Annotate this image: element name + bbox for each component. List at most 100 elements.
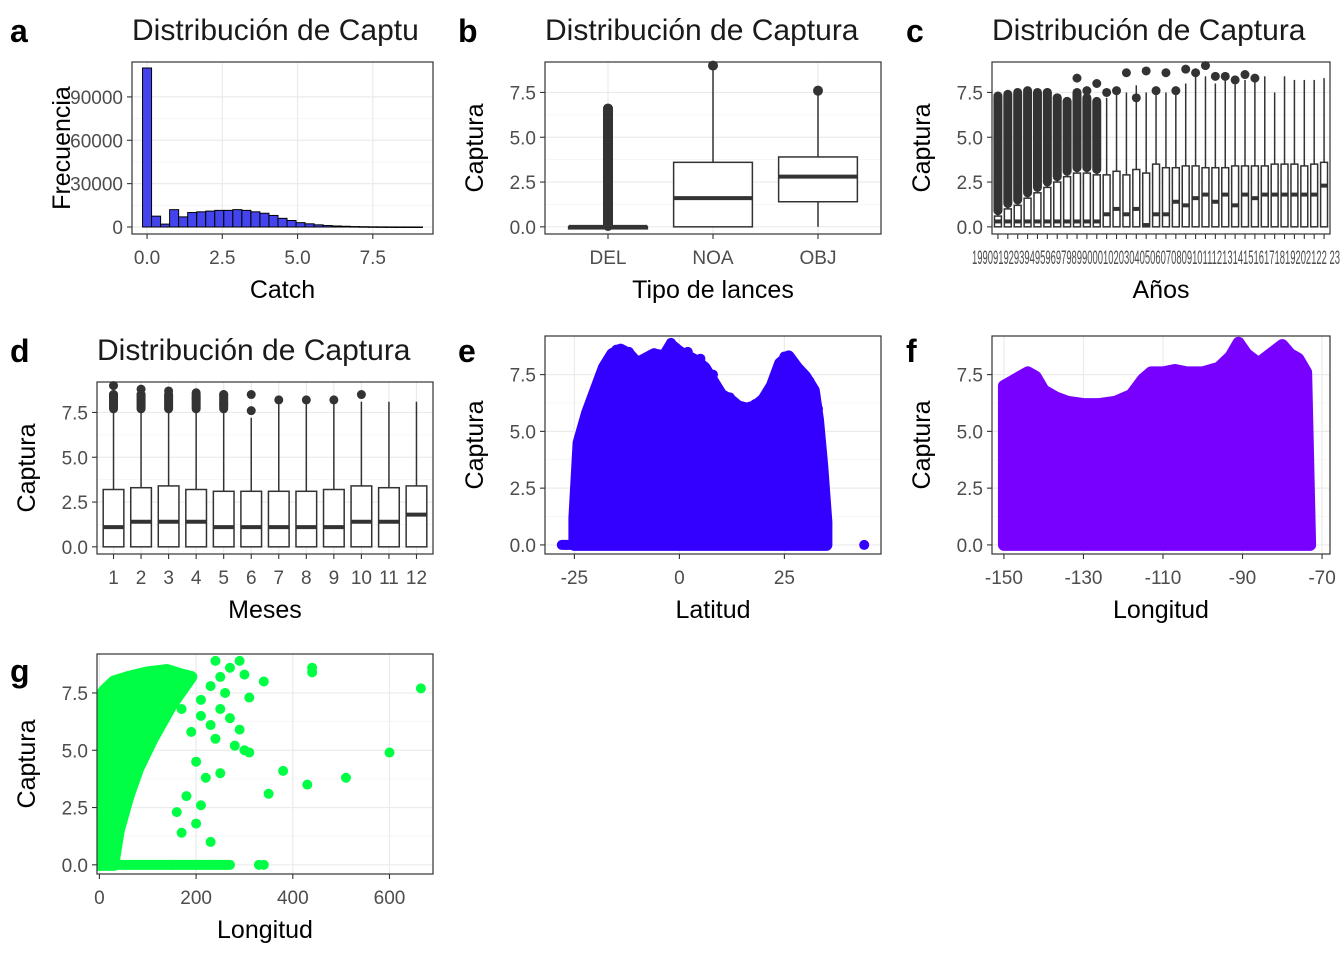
box-1991: [1003, 89, 1013, 228]
panel-label-c: c: [906, 13, 924, 49]
box: [672, 161, 754, 228]
bar: [169, 209, 180, 228]
data-point: [590, 392, 601, 403]
y-tick-label: 0.0: [510, 536, 536, 557]
panel-f: 0.0 2.5 5.0 7.5 Longitud Captura -150 -130 -110 -…: [908, 335, 1336, 624]
box-1990: [993, 91, 1003, 228]
outlier-point: [1220, 71, 1230, 81]
data-point: [200, 772, 211, 783]
box: [240, 490, 263, 548]
gridlines: [992, 91, 1330, 228]
data-point: [666, 337, 676, 348]
x-tick-label: -150: [985, 568, 1023, 589]
x-tick-label: DEL: [590, 248, 627, 269]
y-axis-title: Captura: [461, 103, 489, 192]
panel-b: 0.0 2.5 5.0 7.5 Distribución de Captura Tipo …: [461, 14, 882, 304]
x-tick-label: 2: [136, 568, 147, 589]
box: [322, 488, 345, 548]
data-point: [263, 788, 274, 799]
bar: [412, 226, 423, 228]
data-point: [278, 765, 289, 776]
x-tick-label: 9: [329, 568, 340, 589]
scatter-layer: [556, 337, 870, 551]
panel-label-b: b: [458, 13, 478, 49]
outlier-point: [329, 395, 339, 405]
bar: [385, 226, 396, 228]
y-tick-label: 2.5: [62, 493, 88, 514]
box: [1003, 208, 1013, 228]
data-point: [598, 362, 609, 373]
x-axis-title: Latitud: [675, 596, 750, 624]
data-point: [215, 671, 226, 682]
bar: [313, 224, 324, 228]
box-2004: [1131, 85, 1141, 228]
bar: [232, 209, 243, 228]
data-point: [640, 353, 651, 364]
box: [1319, 161, 1329, 228]
data-point: [415, 683, 426, 694]
data-point: [258, 676, 269, 687]
data-point: [244, 747, 255, 758]
outlier-point: [246, 406, 256, 416]
x-axis-title: Tipo de lances: [632, 276, 794, 304]
y-tick-label: 0.0: [510, 218, 536, 239]
data-point: [171, 807, 182, 818]
outlier-point: [1121, 68, 1131, 78]
box-1997: [1062, 96, 1072, 228]
x-tick-label: 11: [379, 568, 399, 589]
data-point: [611, 344, 622, 355]
data-point: [224, 713, 235, 724]
bar: [304, 223, 315, 228]
y-tick-label: 0.0: [62, 856, 88, 877]
bar: [367, 226, 378, 228]
y-tick-label: 5.0: [957, 422, 983, 443]
x-tick-label: 8: [301, 568, 312, 589]
y-tick-label: 60000: [70, 131, 123, 152]
chart-title: Distribución de Captu: [132, 14, 419, 47]
bar: [403, 226, 414, 228]
outlier-point: [1161, 68, 1171, 78]
outlier-point: [356, 390, 366, 400]
panel-border: [96, 653, 434, 875]
box: [1082, 172, 1092, 228]
box: [1102, 174, 1111, 228]
box: [1230, 165, 1240, 228]
bar: [196, 211, 207, 228]
panel-border: [991, 61, 1331, 235]
data-point: [573, 512, 584, 523]
data-point: [653, 349, 664, 360]
box-1994: [1032, 87, 1042, 228]
data-point: [224, 662, 235, 673]
x-tick-label: 7.5: [360, 248, 386, 269]
chart-title: Distribución de Captura: [545, 14, 859, 47]
x-tick-label: 400: [277, 888, 309, 909]
box: [1161, 166, 1171, 228]
box: [1033, 192, 1042, 228]
bar: [322, 225, 333, 228]
box-1998: [1072, 73, 1082, 228]
panel-c: 0.0 2.5 5.0 7.5 Distribución de Captura Años C…: [908, 14, 1340, 304]
box-2015: [1240, 70, 1250, 228]
box-NOA: [672, 60, 754, 228]
y-axis-title: Frecuencia: [48, 86, 76, 210]
point-cloud: [997, 336, 1317, 551]
box: [129, 486, 153, 548]
box-6: [240, 390, 263, 548]
box-3: [157, 386, 180, 548]
data-point: [244, 692, 255, 703]
x-axis-title: Longitud: [217, 916, 313, 944]
box: [1043, 186, 1052, 228]
data-point: [682, 346, 693, 357]
bar: [394, 226, 405, 228]
gridlines: [132, 62, 433, 234]
x-tick-label: 25: [774, 568, 795, 589]
y-tick-label: 0.0: [957, 536, 983, 557]
outlier-point: [1200, 61, 1210, 71]
bar: [376, 226, 387, 228]
outlier-point: [1112, 86, 1122, 96]
bar: [295, 222, 306, 228]
outlier-point: [1181, 64, 1191, 74]
data-point: [205, 720, 216, 731]
outlier-point: [1230, 75, 1240, 85]
outlier-point: [813, 85, 823, 96]
